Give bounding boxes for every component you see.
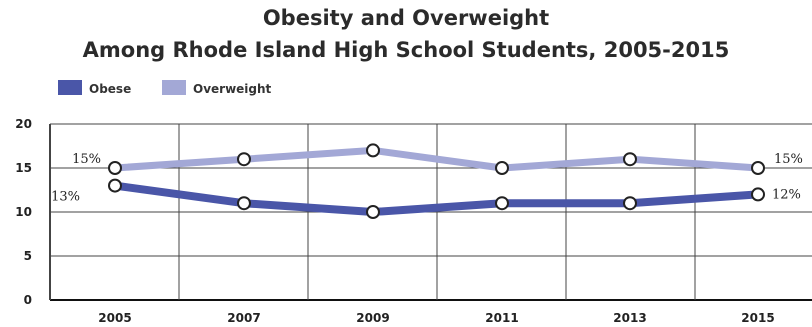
point-obese-2011: [495, 196, 509, 211]
x-tick-label: 2007: [227, 311, 260, 325]
point-obese-2015: [751, 187, 765, 202]
chart-title: Obesity and Overweight: [263, 6, 549, 30]
y-tick-label: 5: [24, 249, 32, 263]
data-label-overweight-last: 15%: [774, 152, 803, 167]
x-tick-label: 2015: [741, 311, 774, 325]
chart-subtitle: Among Rhode Island High School Students,…: [83, 38, 730, 62]
series-line-obese: [114, 181, 759, 216]
point-obese-2007: [237, 196, 251, 211]
data-label-obese-last: 12%: [772, 187, 801, 202]
y-tick-label: 15: [15, 161, 32, 175]
point-overweight-2009: [366, 143, 380, 158]
point-overweight-2011: [495, 161, 509, 175]
y-tick-label: 10: [15, 205, 32, 219]
legend: Obese Overweight: [58, 80, 272, 96]
legend-swatch-overweight: [162, 80, 186, 95]
series-line-overweight: [114, 146, 759, 172]
series-lines: [114, 146, 759, 216]
legend-swatch-obese: [58, 80, 82, 95]
point-obese-2013: [623, 196, 637, 211]
series-markers: [108, 143, 765, 219]
data-labels: 13% 12% 15% 15%: [51, 152, 803, 205]
y-tick-label: 20: [15, 117, 32, 131]
data-label-obese-first: 13%: [51, 190, 80, 205]
point-overweight-2005: [108, 161, 122, 175]
grid: [49, 123, 812, 301]
axes: 0 5 10 15 20 2005 2007 2009 2011 2013 2015: [15, 117, 774, 325]
point-overweight-2013: [623, 152, 637, 167]
data-label-overweight-first: 15%: [72, 152, 101, 167]
point-obese-2009: [366, 205, 380, 219]
y-tick-label: 0: [24, 293, 32, 307]
x-tick-label: 2011: [485, 311, 518, 325]
x-tick-label: 2013: [613, 311, 646, 325]
legend-label-obese: Obese: [89, 82, 131, 96]
point-obese-2005: [108, 178, 122, 193]
x-tick-label: 2009: [356, 311, 389, 325]
legend-label-overweight: Overweight: [193, 82, 272, 96]
point-overweight-2007: [237, 152, 251, 167]
x-tick-label: 2005: [98, 311, 131, 325]
point-overweight-2015: [751, 161, 765, 175]
